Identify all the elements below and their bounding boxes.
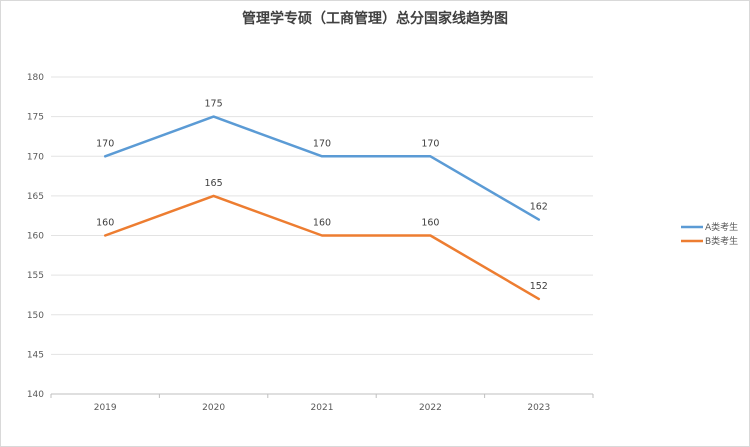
data-label-s1-2019: 170 (96, 138, 114, 149)
series-line-1 (103, 115, 541, 221)
axes: 140 145 150 155 160 165 170 175 180 2019 2020 2021 2… (27, 73, 594, 413)
y-tick-label-140: 140 (27, 390, 44, 400)
x-tick-label-2019: 2019 (94, 403, 117, 413)
data-label-s2-2020: 165 (205, 178, 223, 189)
x-tick-label-2022: 2022 (419, 403, 442, 413)
data-label-s2-2021: 160 (313, 218, 331, 229)
y-tick-label-180: 180 (27, 73, 44, 83)
y-tick-label-165: 165 (27, 192, 44, 202)
legend-label-2: B类考生 (705, 235, 738, 247)
gridlines (51, 76, 593, 355)
data-label-s1-2023: 162 (530, 202, 548, 213)
data-label-s2-2019: 160 (96, 218, 114, 229)
x-tick-label-2021: 2021 (311, 403, 334, 413)
y-tick-label-150: 150 (27, 311, 44, 321)
series-line-2 (103, 194, 541, 301)
legend-label-1: A类考生 (705, 221, 738, 233)
chart-title: 管理学专硕（工商管理）总分国家线趋势图 (242, 11, 508, 27)
series-lines (103, 115, 541, 301)
y-tick-label-175: 175 (27, 113, 44, 123)
data-label-s2-2022: 160 (421, 218, 439, 229)
y-tick-label-160: 160 (27, 232, 44, 242)
y-tick-label-155: 155 (27, 271, 44, 281)
legend: A类考生 B类考生 (681, 221, 738, 247)
data-label-s1-2020: 175 (205, 99, 223, 110)
data-label-s1-2022: 170 (421, 138, 439, 149)
data-label-s2-2023: 152 (530, 281, 548, 292)
y-tick-label-145: 145 (27, 350, 44, 360)
data-label-s1-2021: 170 (313, 138, 331, 149)
y-tick-label-170: 170 (27, 152, 44, 162)
data-labels: 170 175 170 170 162 160 165 160 160 152 (96, 99, 548, 292)
x-tick-label-2020: 2020 (202, 403, 225, 413)
x-tick-label-2023: 2023 (527, 403, 550, 413)
